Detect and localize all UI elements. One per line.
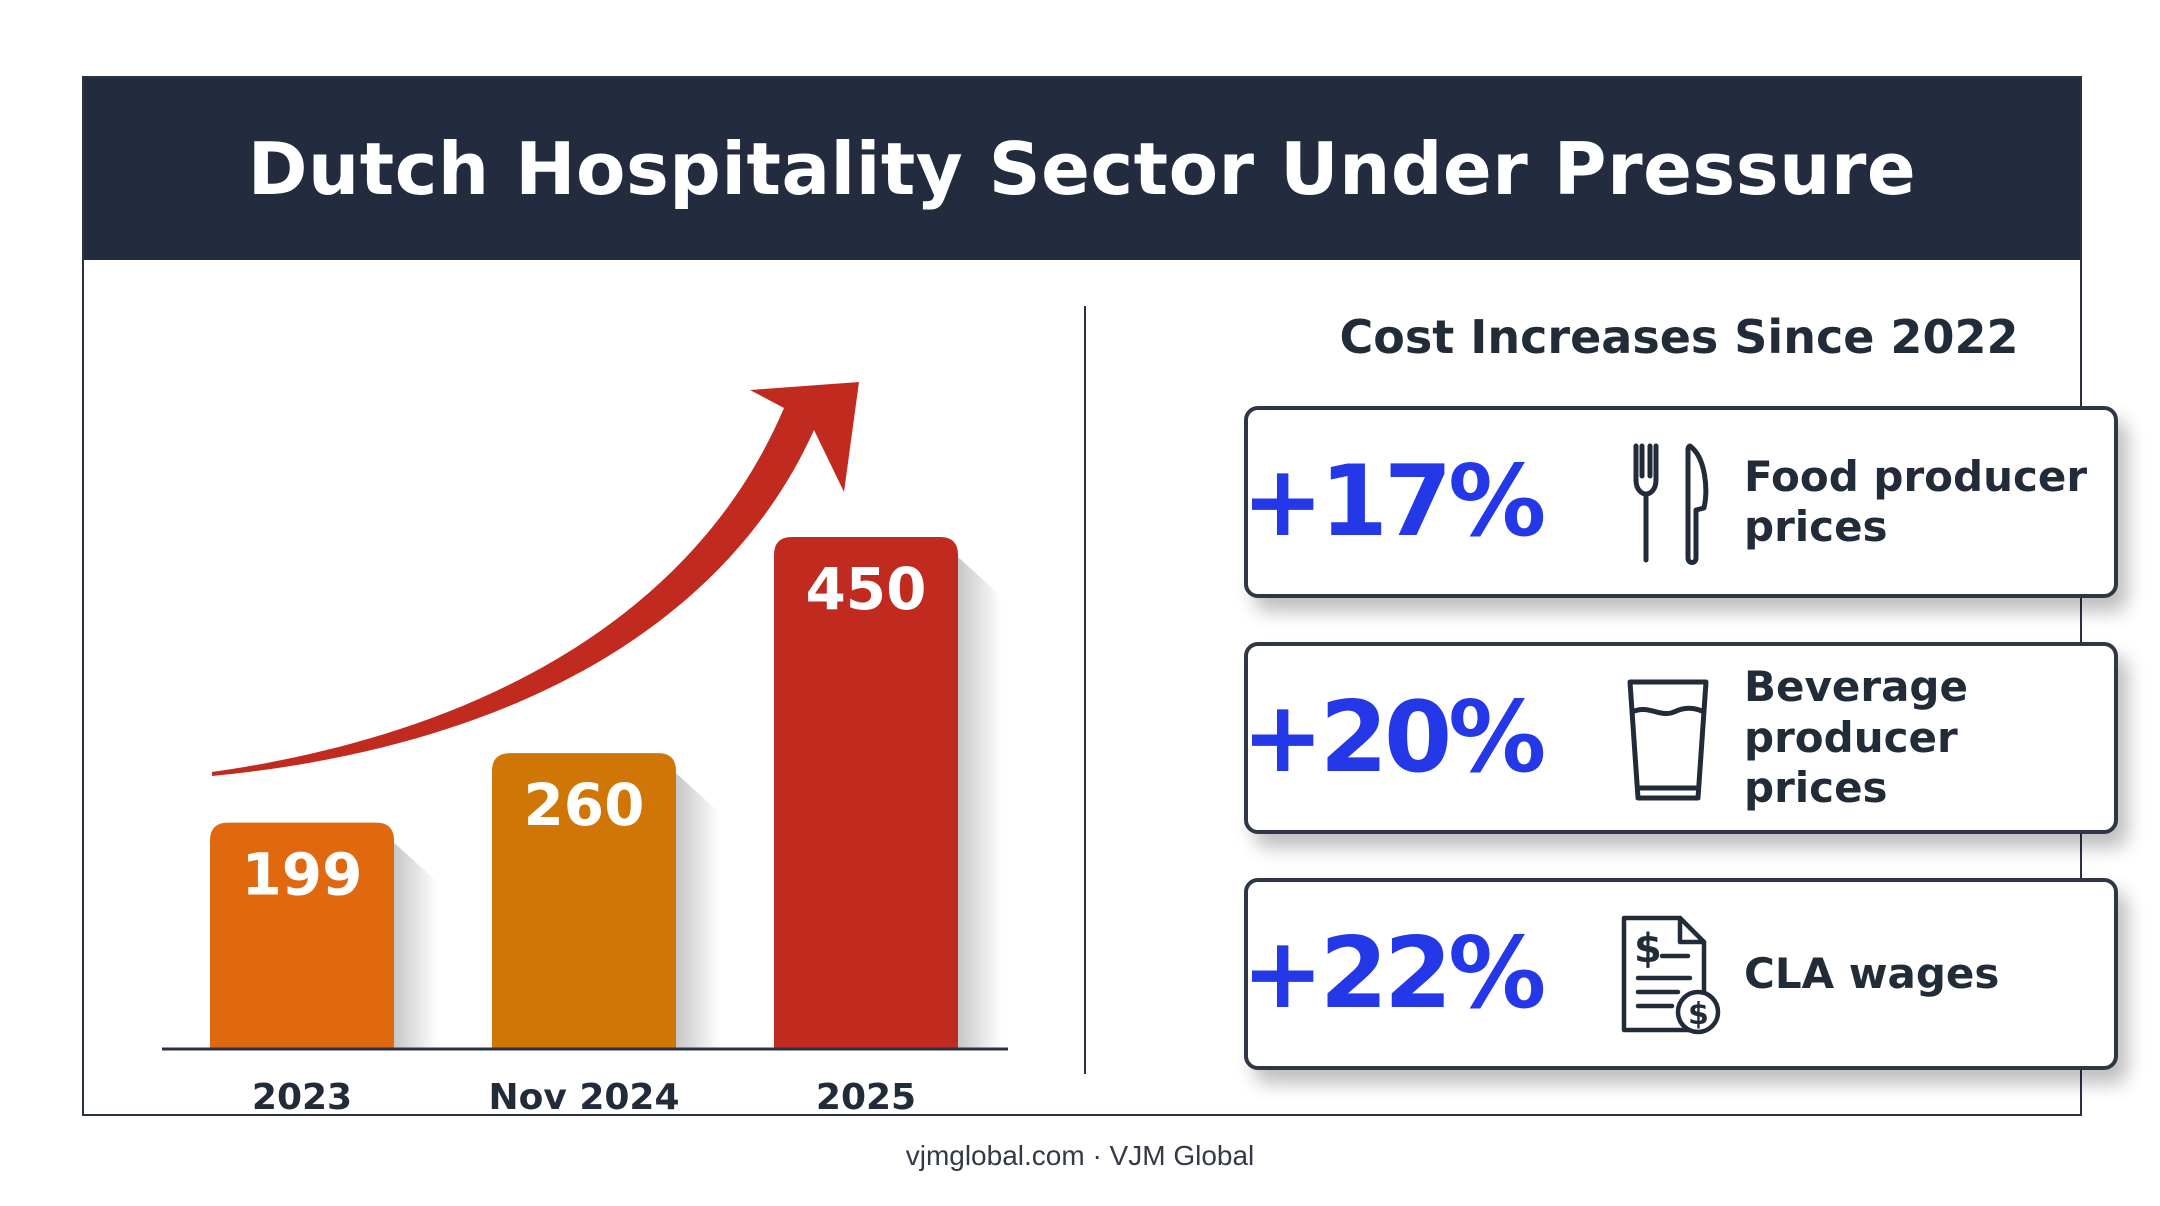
bar-shadow	[676, 773, 720, 1049]
bar	[774, 537, 958, 1049]
bar-data-label: 260	[523, 771, 644, 839]
bar	[210, 822, 394, 1049]
section-divider	[1084, 306, 1086, 1074]
cost-card-food: +17% Food producer prices	[1241, 406, 2118, 598]
category-tick-label: 2023	[252, 1077, 352, 1118]
svg-text:$: $	[1688, 997, 1709, 1032]
bar-shadow	[394, 842, 438, 1049]
cost-value: +20%	[1241, 681, 1547, 795]
page-title: Dutch Hospitality Sector Under Pressure	[247, 127, 1917, 211]
bar-shadow	[958, 557, 1002, 1049]
cost-card-beverage: +20% Beverage producer prices	[1241, 642, 2118, 834]
trend-arrow-icon	[212, 382, 859, 776]
footer-credit: vjmglobal.com · VJM Global	[905, 1140, 1255, 1171]
glass-icon	[1627, 679, 1709, 801]
category-tick-label: Nov 2024	[488, 1077, 679, 1118]
cost-section-title: Cost Increases Since 2022	[1339, 310, 2019, 364]
fork-knife-icon	[1633, 443, 1709, 565]
bar	[492, 753, 676, 1049]
bar-data-label: 199	[241, 841, 362, 909]
cost-value: +17%	[1241, 445, 1547, 559]
cost-card-wages: +22% $ $ CLA wages	[1241, 878, 2118, 1070]
cost-label: CLA wages	[1744, 948, 2000, 998]
bar-data-label: 450	[805, 555, 926, 623]
cost-label: Beverage producer prices	[1744, 662, 1968, 813]
svg-text:$: $	[1634, 926, 1662, 972]
infographic-frame: Dutch Hospitality Sector Under Pressure …	[82, 76, 2118, 1118]
wage-document-icon: $ $	[1621, 915, 1721, 1035]
cost-label: Food producer prices	[1744, 451, 2088, 551]
header-banner: Dutch Hospitality Sector Under Pressure	[84, 78, 2080, 260]
cost-value: +22%	[1241, 917, 1547, 1031]
category-tick-label: 2025	[816, 1077, 916, 1118]
